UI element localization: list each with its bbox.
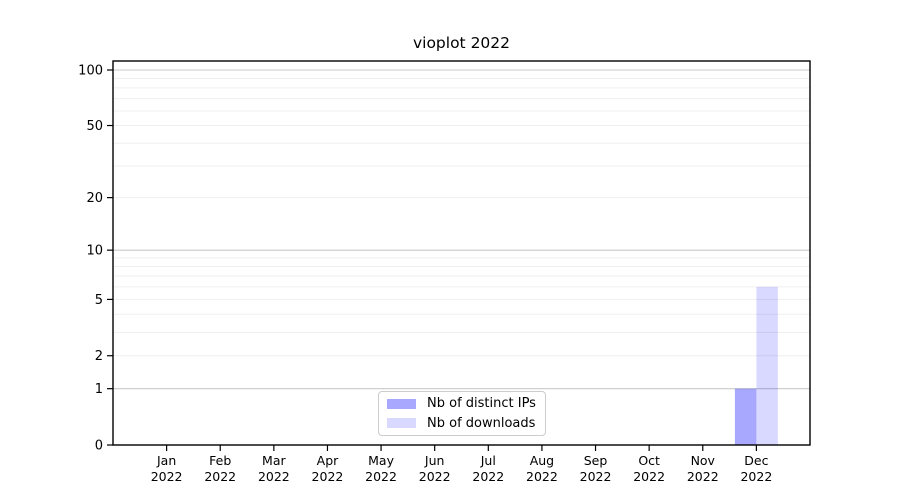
legend-label-distinct-ips: Nb of distinct IPs bbox=[427, 396, 536, 412]
x-tick-label-month: Jul bbox=[480, 453, 496, 468]
x-tick-label-year: 2022 bbox=[365, 469, 397, 484]
x-tick-label-month: Aug bbox=[530, 453, 554, 468]
x-tick-label-year: 2022 bbox=[526, 469, 558, 484]
x-tick-label-month: Oct bbox=[638, 453, 660, 468]
legend-item-downloads: Nb of downloads bbox=[387, 416, 545, 432]
x-tick-label-year: 2022 bbox=[258, 469, 290, 484]
y-tick-label: 20 bbox=[86, 191, 103, 206]
x-tick-label-month: Dec bbox=[744, 453, 768, 468]
x-tick-label-year: 2022 bbox=[740, 469, 772, 484]
x-tick-label-year: 2022 bbox=[580, 469, 612, 484]
bar-nb-of-distinct-ips-dec bbox=[734, 388, 757, 445]
y-tick-label: 100 bbox=[78, 64, 103, 79]
y-tick-label: 5 bbox=[95, 293, 103, 308]
x-tick-label-year: 2022 bbox=[633, 469, 665, 484]
x-tick-label-month: Sep bbox=[584, 453, 608, 468]
x-tick-label-month: Feb bbox=[209, 453, 231, 468]
x-tick-label-month: Nov bbox=[691, 453, 716, 468]
y-tick-label: 50 bbox=[86, 119, 103, 134]
chart-title: vioplot 2022 bbox=[412, 34, 511, 52]
y-tick-label: 10 bbox=[86, 244, 103, 259]
y-tick-label: 2 bbox=[95, 349, 103, 364]
x-tick-label-year: 2022 bbox=[312, 469, 344, 484]
x-tick-label-year: 2022 bbox=[204, 469, 236, 484]
legend-label-downloads: Nb of downloads bbox=[427, 415, 536, 431]
y-tick-label: 0 bbox=[95, 439, 103, 454]
x-tick-label-month: May bbox=[368, 453, 394, 468]
x-tick-label-year: 2022 bbox=[419, 469, 451, 484]
x-tick-label-year: 2022 bbox=[687, 469, 719, 484]
legend-item-distinct-ips: Nb of distinct IPs bbox=[387, 396, 545, 412]
legend-swatch-downloads bbox=[387, 418, 416, 429]
x-tick-label-month: Apr bbox=[317, 453, 339, 468]
bar-nb-of-downloads-dec bbox=[756, 286, 778, 445]
chart-legend: Nb of distinct IPs Nb of downloads bbox=[378, 391, 546, 436]
x-tick-label-month: Jan bbox=[156, 453, 176, 468]
x-tick-label-year: 2022 bbox=[151, 469, 183, 484]
x-tick-label-month: Jun bbox=[424, 453, 445, 468]
x-tick-label-month: Mar bbox=[262, 453, 286, 468]
x-tick-label-year: 2022 bbox=[472, 469, 504, 484]
legend-swatch-distinct-ips bbox=[387, 398, 416, 409]
y-tick-label: 1 bbox=[95, 382, 103, 397]
